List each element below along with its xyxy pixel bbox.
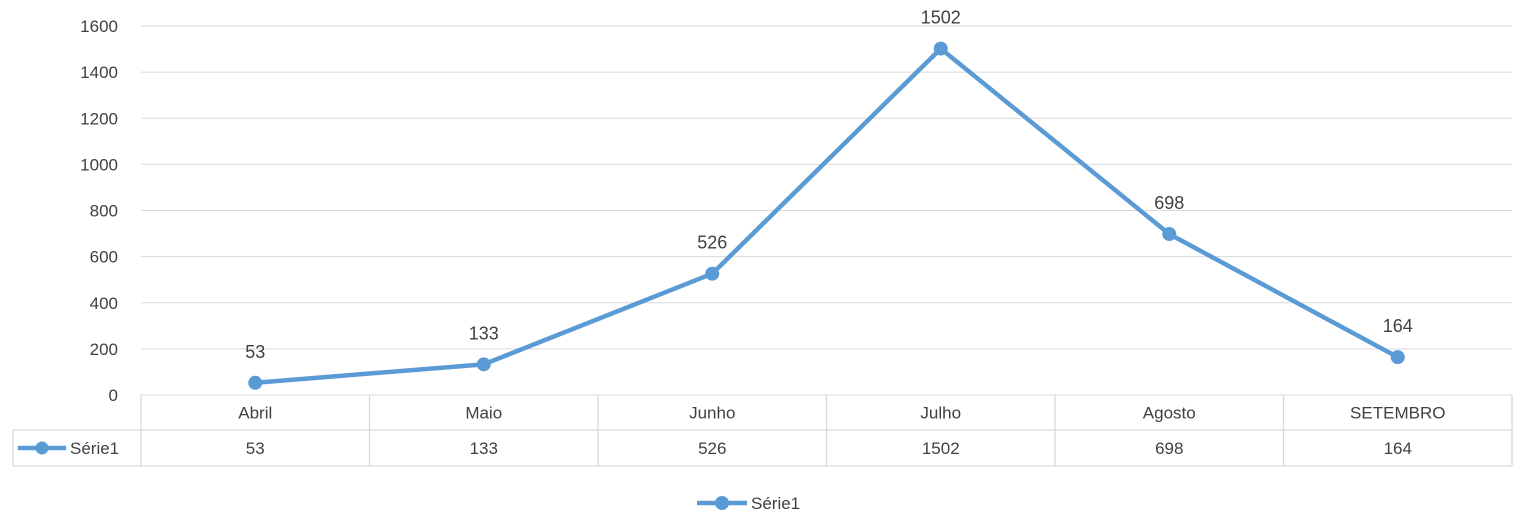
data-label: 698	[1154, 193, 1184, 213]
data-point	[1390, 350, 1405, 365]
legend-label: Série1	[751, 494, 800, 513]
legend-marker	[715, 496, 729, 510]
x-category-label: Junho	[689, 404, 735, 423]
data-table: Abril Maio Junho Julho Agosto SETEMBRO 53 133 52…	[12, 395, 1513, 467]
data-point	[248, 375, 263, 390]
data-label: 164	[1383, 316, 1413, 336]
y-tick-label: 600	[90, 248, 118, 267]
y-tick-label: 1400	[80, 63, 118, 82]
y-tick-label: 1000	[80, 155, 118, 174]
table-legend-marker	[35, 441, 49, 455]
y-tick-label: 200	[90, 340, 118, 359]
data-label: 53	[245, 342, 265, 362]
x-category-label: Maio	[465, 404, 502, 423]
data-point	[933, 41, 948, 56]
y-axis-ticks: 0 200 400 600 800 1000 1200 1400 1600	[80, 17, 118, 405]
data-label: 1502	[921, 8, 961, 28]
data-point	[1162, 227, 1177, 242]
table-series-name: Série1	[70, 439, 119, 458]
table-value-cell: 698	[1155, 439, 1183, 458]
table-value-cell: 53	[246, 439, 265, 458]
y-tick-label: 1200	[80, 109, 118, 128]
y-tick-label: 0	[109, 386, 118, 405]
data-label: 133	[469, 323, 499, 343]
x-category-label: Julho	[920, 404, 961, 423]
legend: Série1	[697, 494, 800, 513]
data-label: 526	[697, 233, 727, 253]
gridlines	[141, 25, 1512, 396]
y-tick-label: 800	[90, 202, 118, 221]
data-labels: 53 133 526 1502 698 164	[245, 8, 1413, 362]
x-category-label: Abril	[238, 404, 272, 423]
table-value-cell: 526	[698, 439, 726, 458]
y-tick-label: 1600	[80, 17, 118, 36]
data-point	[476, 357, 491, 372]
x-category-label: SETEMBRO	[1350, 404, 1445, 423]
series-line	[248, 41, 1405, 390]
table-value-cell: 133	[470, 439, 498, 458]
y-tick-label: 400	[90, 294, 118, 313]
x-category-label: Agosto	[1143, 404, 1196, 423]
table-value-cell: 1502	[922, 439, 960, 458]
data-point	[705, 266, 720, 281]
series-polyline	[253, 46, 1400, 386]
table-value-cell: 164	[1384, 439, 1412, 458]
